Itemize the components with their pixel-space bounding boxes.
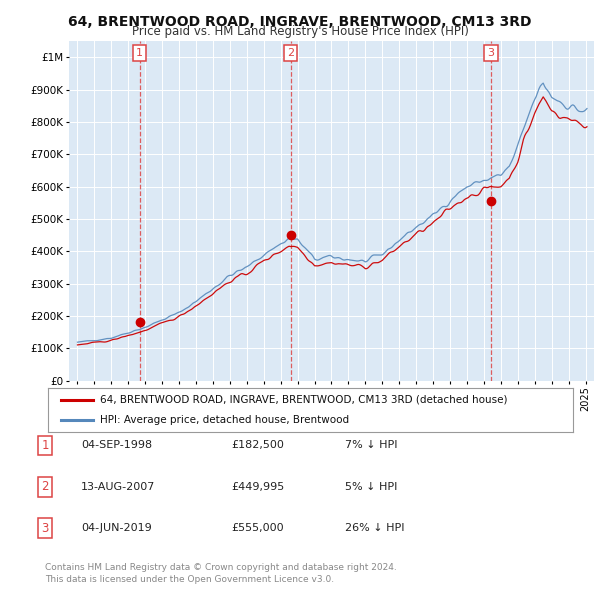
Text: 64, BRENTWOOD ROAD, INGRAVE, BRENTWOOD, CM13 3RD (detached house): 64, BRENTWOOD ROAD, INGRAVE, BRENTWOOD, … — [101, 395, 508, 405]
Text: Contains HM Land Registry data © Crown copyright and database right 2024.
This d: Contains HM Land Registry data © Crown c… — [45, 563, 397, 584]
Text: 7% ↓ HPI: 7% ↓ HPI — [345, 441, 398, 450]
Text: 3: 3 — [488, 48, 494, 58]
Text: 13-AUG-2007: 13-AUG-2007 — [81, 482, 155, 491]
Text: 3: 3 — [41, 522, 49, 535]
Text: 2: 2 — [41, 480, 49, 493]
Text: 1: 1 — [136, 48, 143, 58]
Text: Price paid vs. HM Land Registry's House Price Index (HPI): Price paid vs. HM Land Registry's House … — [131, 25, 469, 38]
Text: 04-JUN-2019: 04-JUN-2019 — [81, 523, 152, 533]
Text: £555,000: £555,000 — [231, 523, 284, 533]
Text: 26% ↓ HPI: 26% ↓ HPI — [345, 523, 404, 533]
Text: 2: 2 — [287, 48, 294, 58]
Text: £182,500: £182,500 — [231, 441, 284, 450]
Text: HPI: Average price, detached house, Brentwood: HPI: Average price, detached house, Bren… — [101, 415, 350, 425]
Text: 1: 1 — [41, 439, 49, 452]
Text: 64, BRENTWOOD ROAD, INGRAVE, BRENTWOOD, CM13 3RD: 64, BRENTWOOD ROAD, INGRAVE, BRENTWOOD, … — [68, 15, 532, 29]
Text: £449,995: £449,995 — [231, 482, 284, 491]
Text: 5% ↓ HPI: 5% ↓ HPI — [345, 482, 397, 491]
Text: 04-SEP-1998: 04-SEP-1998 — [81, 441, 152, 450]
